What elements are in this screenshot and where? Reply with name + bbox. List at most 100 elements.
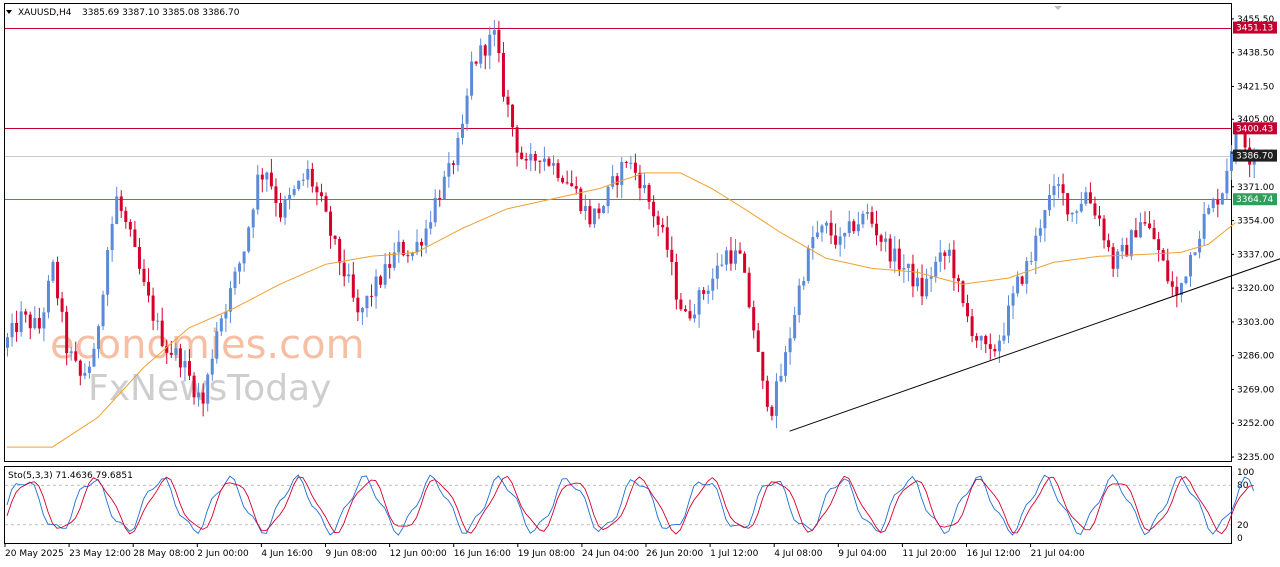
candle-body bbox=[856, 224, 860, 232]
candle-body bbox=[652, 201, 656, 217]
candle-body bbox=[520, 152, 524, 159]
watermark-economies: economies.com bbox=[50, 322, 365, 368]
candle-body bbox=[69, 351, 73, 354]
candle-body bbox=[60, 298, 64, 312]
candle-body bbox=[474, 61, 478, 64]
candle-body bbox=[256, 174, 260, 210]
candle-body bbox=[579, 188, 583, 212]
candle-body bbox=[251, 209, 255, 228]
candle-body bbox=[779, 375, 783, 382]
candle-body bbox=[592, 208, 596, 225]
candle-body bbox=[643, 185, 646, 189]
candle-body bbox=[1075, 211, 1079, 213]
candle-body bbox=[1193, 252, 1197, 255]
candle-body bbox=[825, 222, 828, 226]
candle-body bbox=[297, 180, 301, 190]
candle-body bbox=[360, 308, 364, 313]
candle-body bbox=[160, 320, 164, 347]
time-tick-label: 12 Jun 00:00 bbox=[390, 549, 447, 559]
candle-body bbox=[611, 176, 615, 187]
candle-body bbox=[501, 53, 505, 97]
candle-body bbox=[647, 185, 651, 202]
time-tick-label: 26 Jun 20:00 bbox=[646, 549, 703, 559]
candle-body bbox=[829, 222, 833, 236]
chart-header: XAUUSD,H4 3385.69 3387.10 3385.08 3386.7… bbox=[6, 6, 1062, 18]
candle-body bbox=[329, 211, 333, 236]
candle-body bbox=[565, 182, 569, 184]
candle-body bbox=[765, 380, 769, 407]
candle-body bbox=[729, 250, 733, 264]
candle-body bbox=[1243, 127, 1247, 148]
price-axis: 3455.503438.503421.503405.003388.003371.… bbox=[1231, 15, 1274, 463]
ma-line bbox=[7, 172, 1236, 448]
candle-body bbox=[178, 348, 182, 368]
candle-body bbox=[319, 192, 323, 197]
candle-body bbox=[1143, 222, 1147, 224]
candle-body bbox=[979, 335, 983, 341]
candle-body bbox=[588, 206, 592, 225]
candle-body bbox=[269, 172, 273, 187]
candle-body bbox=[806, 248, 810, 281]
candle-body bbox=[65, 311, 69, 354]
candle-body bbox=[570, 183, 574, 187]
price-tag-resistance-2 bbox=[1233, 122, 1277, 135]
candle-body bbox=[693, 314, 697, 319]
candle-body bbox=[97, 326, 100, 349]
time-tick-label: 9 Jul 04:00 bbox=[838, 549, 887, 559]
candle-body bbox=[447, 163, 451, 177]
time-tick-label: 1 Jul 12:00 bbox=[710, 549, 759, 559]
candle-body bbox=[215, 331, 219, 359]
candle-body bbox=[201, 392, 205, 404]
candle-body bbox=[210, 358, 214, 375]
candle-body bbox=[397, 241, 401, 253]
candle-body bbox=[442, 176, 446, 200]
price-tag-label-support-1: 3364.74 bbox=[1236, 195, 1273, 205]
candle-body bbox=[511, 104, 515, 128]
candle-body bbox=[465, 95, 469, 124]
time-tick-label: 23 May 12:00 bbox=[69, 549, 131, 559]
price-tag-label-resistance-1: 3451.13 bbox=[1236, 24, 1273, 34]
candle-body bbox=[78, 360, 82, 376]
candle-body bbox=[19, 311, 23, 332]
candle-body bbox=[1016, 276, 1020, 294]
candle-body bbox=[884, 238, 888, 242]
candle-body bbox=[852, 221, 856, 232]
ohlc-label: 3385.69 3387.10 3385.08 3386.70 bbox=[82, 8, 240, 18]
candle-body bbox=[602, 206, 606, 214]
collapse-arrow-icon[interactable] bbox=[6, 10, 12, 14]
candle-body bbox=[1184, 276, 1188, 284]
candle-body bbox=[379, 276, 383, 285]
price-tick-label: 3405.00 bbox=[1237, 115, 1274, 125]
candle-body bbox=[606, 186, 610, 207]
watermark: economies.com FxNewsToday bbox=[50, 322, 365, 409]
candle-body bbox=[1047, 195, 1051, 211]
time-axis: 20 May 2025 23 May 12:00 28 May 08:00 2 Jun… bbox=[4, 543, 1085, 559]
candle-body bbox=[583, 206, 587, 212]
candle-body bbox=[934, 261, 938, 277]
price-tick-label: 3286.00 bbox=[1237, 352, 1274, 362]
candle-body bbox=[1002, 335, 1006, 341]
candle-body bbox=[784, 352, 788, 376]
time-tick-label: 24 Jun 04:00 bbox=[582, 549, 639, 559]
price-tick-label: 3320.00 bbox=[1237, 284, 1274, 294]
candle-body bbox=[1225, 170, 1229, 194]
candle-body bbox=[1107, 240, 1111, 248]
candle-body bbox=[916, 277, 919, 287]
candle-body bbox=[902, 267, 906, 270]
trendline[interactable] bbox=[789, 242, 1280, 432]
candle-body bbox=[156, 320, 160, 322]
candle-body bbox=[438, 197, 442, 200]
candle-body bbox=[620, 161, 624, 185]
stochastic-oscillator: 100 80 20 0 bbox=[5, 468, 1254, 544]
candle-body bbox=[533, 154, 537, 161]
candle-body bbox=[893, 248, 897, 262]
candle-body bbox=[820, 225, 824, 233]
candle-body bbox=[365, 295, 369, 309]
candle-body bbox=[315, 186, 319, 193]
candle-body bbox=[906, 263, 910, 268]
candle-body bbox=[988, 344, 992, 349]
candle-body bbox=[738, 250, 742, 254]
candle-body bbox=[633, 162, 637, 173]
candle-body bbox=[233, 271, 237, 289]
